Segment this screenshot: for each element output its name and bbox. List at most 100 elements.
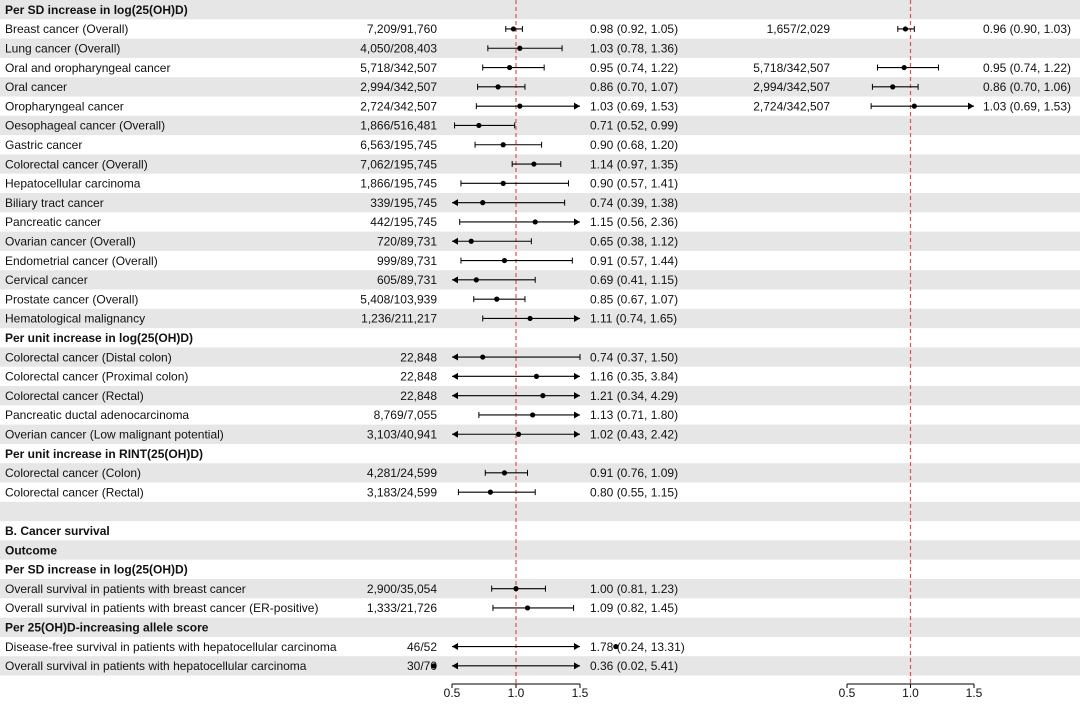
left-point-estimate: [532, 219, 538, 225]
cases-controls: 2,900/35,054: [367, 582, 437, 596]
left-ci-arrow-right: [574, 372, 580, 380]
outcome-label: Colorectal cancer (Colon): [5, 466, 141, 480]
left-point-estimate: [515, 431, 522, 437]
left-point-estimate: [473, 277, 479, 283]
section-header: Per SD increase in log(25(OH)D): [5, 3, 188, 17]
or-ci-text: 1.14 (0.97, 1.35): [590, 157, 678, 171]
left-ci-arrow-right: [574, 392, 580, 400]
left-point-estimate: [527, 315, 533, 322]
outcome-label: Disease-free survival in patients with h…: [5, 640, 337, 654]
outcome-label: Hematological malignancy: [5, 312, 145, 326]
cases-controls: 22,848: [400, 350, 437, 364]
left-ci-arrow-right: [574, 314, 580, 322]
outcome-label: Colorectal cancer (Proximal colon): [5, 370, 188, 384]
row-band: [0, 540, 1080, 560]
cases-controls: 720/89,731: [377, 234, 437, 248]
x-tick-label-left: 0.5: [444, 686, 461, 700]
outcome-label: Cervical cancer: [5, 273, 88, 287]
section-header: Outcome: [5, 543, 57, 557]
left-point-estimate: [501, 257, 508, 264]
or-ci-text: 0.65 (0.38, 1.12): [590, 234, 678, 248]
or-ci-text: 0.86 (0.70, 1.07): [590, 80, 678, 94]
left-point-estimate: [533, 373, 540, 379]
outcome-label: Colorectal cancer (Distal colon): [5, 350, 172, 364]
left-point-estimate: [517, 103, 523, 109]
or-ci-text: 1.02 (0.43, 2.42): [590, 427, 678, 441]
left-point-estimate: [476, 122, 482, 129]
left-point-estimate: [500, 180, 506, 186]
cases-controls: 1,866/195,745: [360, 177, 437, 191]
cases-controls: 999/89,731: [377, 254, 437, 268]
left-ci-arrow-left: [452, 353, 458, 361]
or-ci-text-right: 0.86 (0.70, 1.06): [983, 80, 1071, 94]
row-band: [0, 617, 1080, 637]
outcome-label: Overall survival in patients with hepato…: [5, 659, 307, 673]
left-ci-arrow-left: [452, 662, 458, 670]
cases-controls-right: 5,718/342,507: [753, 61, 830, 75]
or-ci-text: 1.13 (0.71, 1.80): [590, 408, 678, 422]
or-ci-text: 1.78 (0.24, 13.31): [590, 640, 685, 654]
cases-controls: 2,724/342,507: [360, 99, 437, 113]
or-ci-text: 1.11 (0.74, 1.65): [590, 312, 677, 326]
x-tick-label-right: 0.5: [839, 686, 856, 700]
right-point-estimate: [901, 64, 907, 71]
or-ci-text-right: 0.95 (0.74, 1.22): [983, 61, 1071, 75]
left-ci-arrow-right: [574, 662, 580, 670]
left-point-estimate: [495, 84, 501, 90]
cases-controls: 442/195,745: [370, 215, 437, 229]
right-ci-arrow-right: [968, 102, 974, 110]
or-ci-text: 1.15 (0.56, 2.36): [590, 215, 678, 229]
cases-controls: 22,848: [400, 389, 437, 403]
or-ci-text: 1.00 (0.81, 1.23): [590, 582, 678, 596]
cases-controls: 6,563/195,745: [360, 138, 437, 152]
outcome-label: Pancreatic cancer: [5, 215, 101, 229]
left-point-estimate: [500, 142, 506, 148]
outcome-label: Oral cancer: [5, 80, 67, 94]
or-ci-text: 0.85 (0.67, 1.07): [590, 292, 678, 306]
outcome-label: Prostate cancer (Overall): [5, 292, 138, 306]
row-band: [0, 501, 1080, 522]
left-ci-arrow-left: [452, 392, 458, 400]
left-ci-arrow-right: [574, 643, 580, 651]
cases-controls: 2,994/342,507: [360, 80, 437, 94]
or-ci-text: 1.16 (0.35, 3.84): [590, 370, 678, 384]
cases-controls: 5,408/103,939: [360, 292, 437, 306]
outcome-label: Oropharyngeal cancer: [5, 99, 124, 113]
or-ci-text: 0.90 (0.68, 1.20): [590, 138, 678, 152]
left-point-estimate: [540, 393, 546, 399]
section-header: Per 25(OH)D-increasing allele score: [5, 620, 209, 634]
cases-controls: 7,062/195,745: [360, 157, 437, 171]
cases-controls: 339/195,745: [370, 196, 437, 210]
cases-controls-right: 2,994/342,507: [753, 80, 830, 94]
left-point-estimate: [507, 64, 513, 71]
or-ci-text: 0.74 (0.37, 1.50): [590, 350, 678, 364]
outcome-label: Breast cancer (Overall): [5, 22, 128, 36]
outcome-label: Overall survival in patients with breast…: [5, 601, 318, 615]
or-ci-text: 0.80 (0.55, 1.15): [590, 485, 678, 499]
outcome-label: Lung cancer (Overall): [5, 41, 120, 55]
cases-controls: 4,050/208,403: [360, 41, 437, 55]
outcome-label: Hepatocellular carcinoma: [5, 177, 141, 191]
cases-controls: 605/89,731: [377, 273, 437, 287]
left-ci-arrow-right: [574, 430, 580, 438]
outcome-label: Colorectal cancer (Overall): [5, 157, 148, 171]
left-point-estimate: [524, 605, 531, 611]
section-header: Per SD increase in log(25(OH)D): [5, 563, 188, 577]
cases-controls: 8,769/7,055: [374, 408, 438, 422]
or-ci-text: 0.91 (0.76, 1.09): [590, 466, 678, 480]
outcome-label: Overall survival in patients with breast…: [5, 582, 246, 596]
outcome-label: Pancreatic ductal adenocarcinoma: [5, 408, 189, 422]
outcome-label: Gastric cancer: [5, 138, 82, 152]
or-ci-text-right: 1.03 (0.69, 1.53): [983, 99, 1071, 113]
left-point-estimate: [513, 586, 519, 592]
outcome-label: Oesophageal cancer (Overall): [5, 119, 165, 133]
left-point-estimate: [531, 161, 537, 167]
cases-controls: 7,209/91,760: [367, 22, 437, 36]
left-point-estimate: [510, 26, 517, 32]
or-ci-text: 0.98 (0.92, 1.05): [590, 22, 678, 36]
left-ci-arrow-left: [452, 237, 458, 245]
cases-controls: 4,281/24,599: [367, 466, 437, 480]
or-ci-text: 1.09 (0.82, 1.45): [590, 601, 678, 615]
section-header: Per unit increase in log(25(OH)D): [5, 331, 193, 345]
